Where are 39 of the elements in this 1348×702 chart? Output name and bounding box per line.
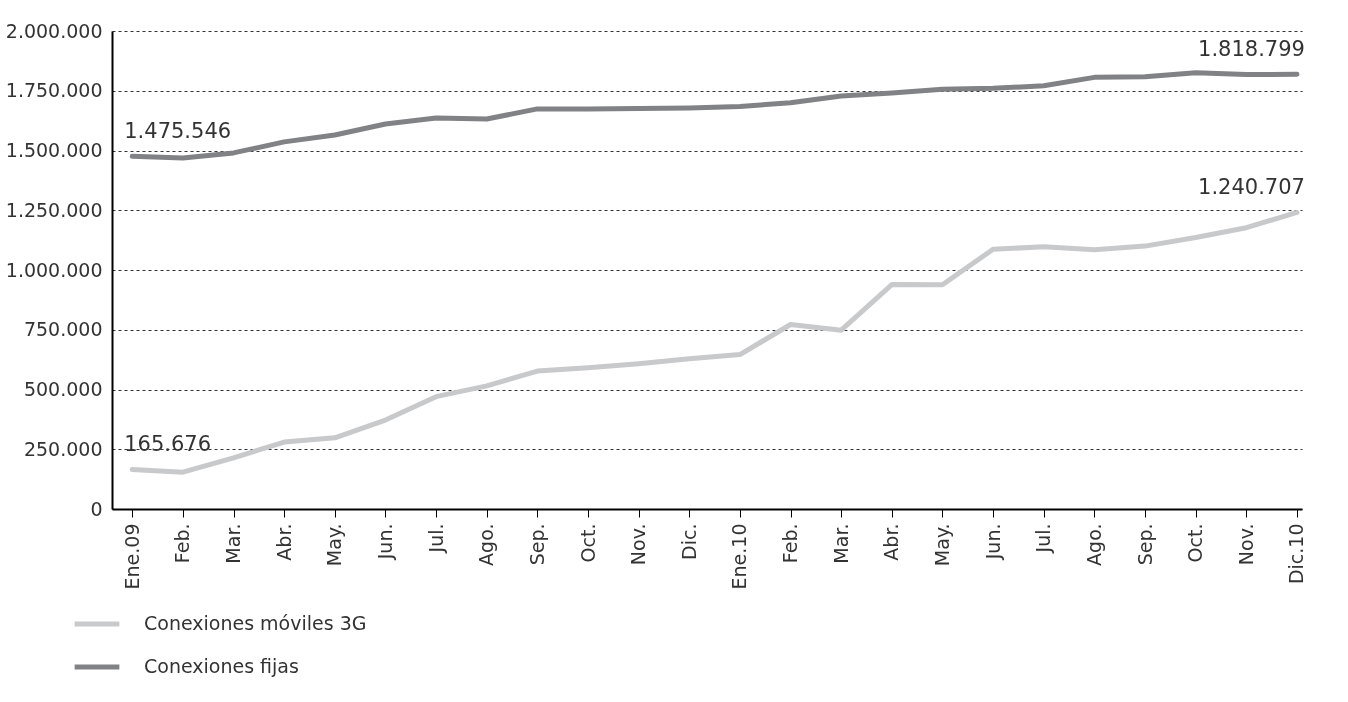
- data-label: 1.475.546: [124, 119, 232, 144]
- y-tick-label: 750.000: [23, 318, 103, 341]
- x-tick-label: Oct.: [576, 523, 599, 563]
- x-tick-label: Feb.: [779, 523, 802, 564]
- x-tick-label: Ene.10: [728, 523, 751, 590]
- x-tick-label: Jun.: [981, 523, 1004, 561]
- x-tick-label: Abr.: [880, 523, 903, 561]
- x-tick-label: Ago.: [1082, 523, 1105, 566]
- x-tick-label: Dic.: [677, 523, 700, 560]
- x-tick-label: Sep.: [1133, 523, 1156, 566]
- data-label: 1.818.799: [1198, 37, 1305, 62]
- x-tick-label: Mar.: [222, 523, 245, 564]
- data-label: 1.240.707: [1198, 175, 1305, 200]
- y-tick-label: 1.000.000: [5, 258, 103, 281]
- x-tick-label: Abr.: [272, 523, 295, 561]
- y-tick-label: 0: [90, 497, 103, 520]
- x-tick-label: Mar.: [829, 523, 852, 564]
- x-tick-label: Feb.: [171, 523, 194, 564]
- x-tick-label: Oct.: [1184, 523, 1207, 563]
- x-tick-label: May.: [323, 523, 346, 567]
- y-tick-label: 500.000: [23, 378, 103, 400]
- legend-label: Conexiones fijas: [144, 655, 299, 677]
- y-tick-label: 1.250.000: [5, 198, 103, 221]
- x-tick-label: Jul.: [424, 523, 447, 554]
- data-label: 165.676: [124, 432, 212, 457]
- x-tick-label: Ago.: [475, 523, 498, 566]
- x-tick-label: May.: [930, 523, 953, 567]
- y-tick-label: 2.000.000: [5, 19, 103, 42]
- x-tick-label: Jun.: [373, 523, 396, 561]
- y-tick-label: 250.000: [23, 437, 103, 460]
- x-tick-label: Sep.: [525, 523, 548, 566]
- x-tick-label: Nov.: [1234, 523, 1257, 566]
- x-tick-label: Dic.10: [1285, 523, 1308, 585]
- y-tick-label: 1.500.000: [5, 139, 103, 161]
- y-tick-label: 1.750.000: [5, 79, 103, 102]
- x-tick-label: Ene.09: [120, 523, 143, 590]
- x-tick-label: Jul.: [1032, 523, 1055, 554]
- x-tick-label: Nov.: [627, 523, 650, 566]
- legend-label: Conexiones móviles 3G: [144, 612, 367, 634]
